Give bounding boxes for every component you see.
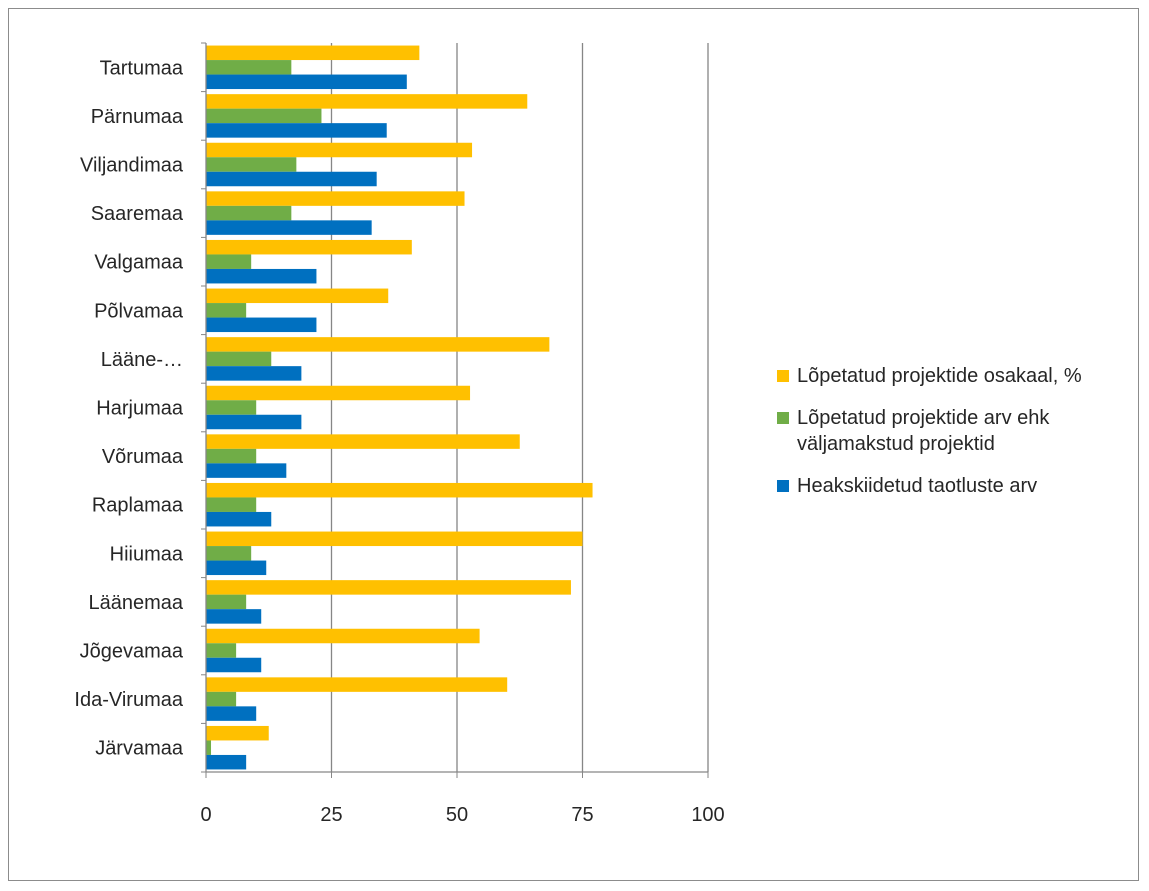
legend-swatch-approved [777,480,789,492]
category-label: Saaremaa [91,203,184,225]
bar-Ida-Virumaa-series-1 [206,691,237,707]
bar-Raplamaa-series-1 [206,497,257,512]
bar-Tartumaa-series-2 [206,74,407,90]
bar-Võrumaa-series-2 [206,463,287,478]
bar-Raplamaa-series-0 [206,482,593,498]
category-label: Harjumaa [96,398,184,420]
bar-Valgamaa-series-1 [206,254,252,269]
bar-Raplamaa-series-2 [206,511,272,527]
bar-Võrumaa-series-1 [206,448,257,464]
legend-label-approved: Heakskiidetud taotluste arv [797,475,1038,497]
bar-Jõgevamaa-series-0 [206,628,480,644]
bar-Pärnumaa-series-2 [206,123,387,138]
bar-Läänemaa-series-1 [206,594,247,610]
bar-Läänemaa-series-2 [206,609,262,624]
legend: Lõpetatud projektide osakaal, % Lõpetatu… [777,363,1147,515]
category-label: Viljandimaa [80,155,184,177]
category-label: Läänemaa [88,592,183,614]
x-tick-label: 75 [571,804,593,826]
category-label: Ida-Virumaa [74,689,183,711]
bar-Ida-Virumaa-series-2 [206,706,257,721]
bar-Põlvamaa-series-0 [206,288,389,304]
category-label: Raplamaa [92,495,184,517]
bar-Viljandimaa-series-0 [206,142,473,158]
bar-Järvamaa-series-1 [206,740,212,755]
bar-Põlvamaa-series-2 [206,317,317,333]
category-label: Valgamaa [94,252,183,274]
bar-Saaremaa-series-2 [206,220,372,235]
legend-item-approved: Heakskiidetud taotluste arv [777,473,1147,499]
bar-Pärnumaa-series-0 [206,94,528,109]
x-tick-label: 25 [320,804,342,826]
bar-Jõgevamaa-series-1 [206,643,237,658]
bar-Tartumaa-series-1 [206,60,292,75]
legend-swatch-completed [777,412,789,424]
x-tick-label: 50 [446,804,468,826]
bar-Järvamaa-series-0 [206,725,269,741]
bar-Läänemaa-series-0 [206,580,571,595]
bar-Pärnumaa-series-1 [206,108,322,124]
x-tick-label: 100 [691,804,724,826]
category-label: Võrumaa [102,446,184,468]
category-label: Tartumaa [100,57,184,79]
bar-Jõgevamaa-series-2 [206,657,262,673]
bar-Põlvamaa-series-1 [206,303,247,318]
bar-Valgamaa-series-0 [206,239,412,255]
legend-label-completed: Lõpetatud projektide arv ehk väljamakstu… [797,407,1050,455]
chart-frame: Tartumaa Pärnumaa Viljandimaa Saaremaa Valga… [8,8,1139,881]
legend-item-share: Lõpetatud projektide osakaal, % [777,363,1147,389]
bar-Ida-Virumaa-series-0 [206,677,508,692]
legend-label-share: Lõpetatud projektide osakaal, % [797,365,1082,387]
bar-Lääne-…-series-1 [206,351,272,367]
bar-Valgamaa-series-2 [206,268,317,284]
bar-Viljandimaa-series-1 [206,157,297,172]
bar-Võrumaa-series-0 [206,434,520,449]
bar-Saaremaa-series-0 [206,191,465,206]
bar-chart: Tartumaa Pärnumaa Viljandimaa Saaremaa Valga… [74,42,725,826]
category-label: Põlvamaa [94,300,184,322]
bar-Hiiumaa-series-1 [206,546,252,561]
category-label: Lääne-… [101,349,183,371]
bar-Lääne-…-series-2 [206,366,302,381]
x-tick-label: 0 [200,804,211,826]
bar-Hiiumaa-series-2 [206,560,267,576]
legend-item-completed: Lõpetatud projektide arv ehk väljamakstu… [777,405,1147,457]
bar-Harjumaa-series-1 [206,400,257,415]
category-label: Hiiumaa [110,543,184,565]
bar-Hiiumaa-series-0 [206,531,583,547]
bar-Tartumaa-series-0 [206,45,420,61]
legend-swatch-share [777,370,789,382]
bar-Järvamaa-series-2 [206,754,247,770]
category-label: Jõgevamaa [80,641,184,663]
category-label: Järvamaa [95,738,184,760]
bar-Lääne-…-series-0 [206,337,550,352]
category-label: Pärnumaa [91,106,184,128]
bar-Harjumaa-series-0 [206,385,471,401]
bar-Saaremaa-series-1 [206,205,292,221]
bar-Harjumaa-series-2 [206,414,302,430]
bar-Viljandimaa-series-2 [206,171,377,187]
